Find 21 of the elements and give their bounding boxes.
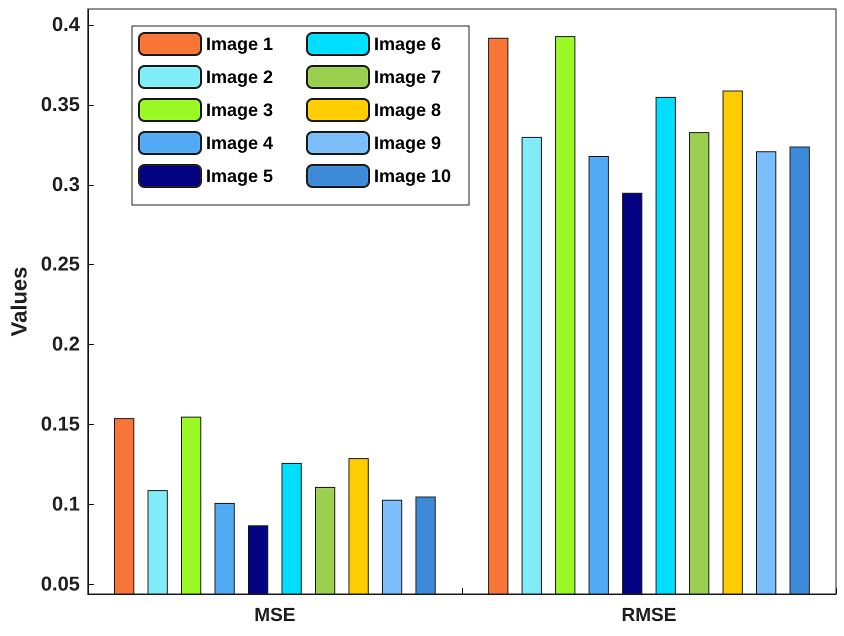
y-tick-label: 0.2 — [52, 334, 80, 356]
legend-label: Image 8 — [374, 100, 442, 120]
y-tick-label: 0.1 — [52, 493, 80, 516]
y-tick-label: 0.3 — [52, 174, 80, 196]
legend-label: Image 6 — [374, 34, 442, 54]
legend-label: Image 7 — [374, 67, 442, 87]
legend-label: Image 5 — [206, 166, 274, 186]
y-tick-label: 0.05 — [40, 573, 80, 596]
y-tick-label: 0.25 — [40, 254, 80, 276]
x-tick-label: MSE — [254, 605, 296, 626]
y-tick-label: 0.4 — [52, 14, 81, 36]
y-tick-label: 0.35 — [40, 94, 80, 116]
legend-label: Image 4 — [206, 133, 274, 153]
legend-label: Image 10 — [374, 166, 452, 186]
legend-label: Image 9 — [374, 133, 442, 153]
x-tick-label: RMSE — [622, 605, 676, 626]
y-axis-title: Values — [6, 266, 32, 336]
legend-label: Image 3 — [206, 100, 274, 120]
legend-label: Image 1 — [206, 34, 274, 54]
legend-label: Image 2 — [206, 67, 274, 87]
y-tick-label: 0.15 — [40, 414, 80, 436]
